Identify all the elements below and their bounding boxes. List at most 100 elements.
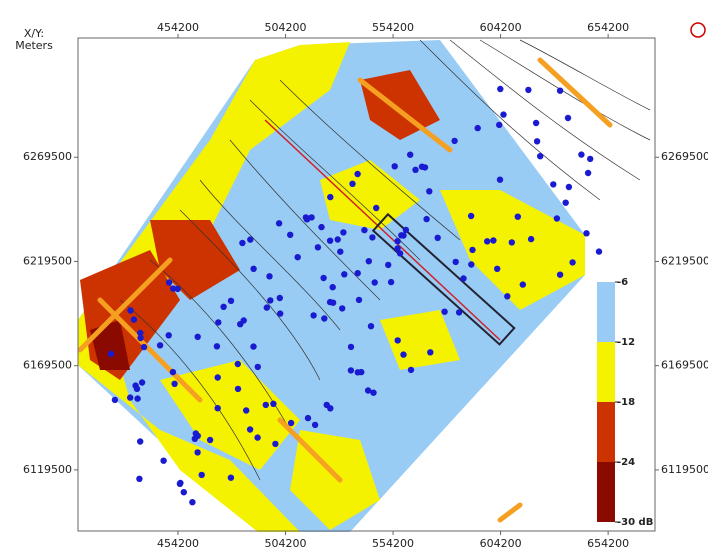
survey-point [469, 247, 475, 253]
survey-point [327, 238, 333, 244]
survey-point [372, 279, 378, 285]
survey-point [497, 86, 503, 92]
survey-point [263, 402, 269, 408]
survey-point [310, 312, 316, 318]
survey-point [215, 405, 221, 411]
survey-point [247, 236, 253, 242]
x-tick-label: 654200 [587, 537, 629, 550]
survey-point [160, 458, 166, 464]
survey-point [277, 310, 283, 316]
survey-point [550, 181, 556, 187]
map-view: X/Y: Meters -6-12-18-24-30 [0, 0, 708, 553]
survey-point [468, 261, 474, 267]
survey-point [361, 227, 367, 233]
survey-point [270, 401, 276, 407]
survey-point [136, 476, 142, 482]
survey-point [193, 430, 199, 436]
survey-point [557, 88, 563, 94]
axis-label: Meters [15, 39, 53, 52]
survey-point [585, 170, 591, 176]
survey-point [134, 395, 140, 401]
survey-point [373, 205, 379, 211]
survey-point [355, 369, 361, 375]
survey-point [157, 342, 163, 348]
survey-point [127, 307, 133, 313]
colorbar-segment [597, 282, 615, 342]
survey-point [195, 334, 201, 340]
survey-point [239, 240, 245, 246]
survey-point [525, 87, 531, 93]
survey-point [312, 422, 318, 428]
survey-point [392, 163, 398, 169]
survey-point [215, 319, 221, 325]
y-tick-label: 6169500 [661, 359, 708, 372]
x-tick-label: 504200 [265, 537, 307, 550]
survey-point [427, 349, 433, 355]
survey-point [235, 361, 241, 367]
y-tick-label: 6219500 [661, 254, 708, 267]
survey-point [255, 364, 261, 370]
survey-point [423, 216, 429, 222]
survey-point [578, 151, 584, 157]
survey-point [554, 215, 560, 221]
survey-point [250, 266, 256, 272]
colorbar-segment [597, 462, 615, 522]
survey-point [426, 188, 432, 194]
survey-point [398, 232, 404, 238]
survey-point [170, 285, 176, 291]
survey-point [247, 426, 253, 432]
survey-point [453, 259, 459, 265]
survey-point [596, 248, 602, 254]
survey-point [408, 367, 414, 373]
survey-point [340, 229, 346, 235]
survey-point [528, 236, 534, 242]
survey-point [366, 258, 372, 264]
survey-point [137, 438, 143, 444]
survey-point [412, 167, 418, 173]
survey-point [451, 138, 457, 144]
survey-point [355, 270, 361, 276]
survey-point [369, 234, 375, 240]
survey-point [215, 374, 221, 380]
survey-point [563, 200, 569, 206]
x-tick-label: 604200 [480, 21, 522, 34]
y-tick-label: 6119500 [23, 463, 72, 476]
survey-point [166, 332, 172, 338]
survey-point [214, 343, 220, 349]
survey-point [170, 369, 176, 375]
colorbar-segment [597, 402, 615, 462]
survey-point [272, 441, 278, 447]
survey-point [341, 271, 347, 277]
colorbar-label: -6 [617, 277, 628, 288]
survey-point [320, 275, 326, 281]
x-tick-label: 454200 [157, 21, 199, 34]
colorbar-label: -12 [617, 337, 635, 348]
survey-point [166, 279, 172, 285]
survey-point [181, 489, 187, 495]
survey-point [407, 152, 413, 158]
survey-point [587, 156, 593, 162]
survey-point [400, 351, 406, 357]
survey-point [132, 382, 138, 388]
survey-point [108, 351, 114, 357]
survey-point [509, 239, 515, 245]
survey-point [468, 213, 474, 219]
survey-point [277, 295, 283, 301]
survey-point [287, 232, 293, 238]
survey-point [254, 434, 260, 440]
survey-point [127, 394, 133, 400]
y-tick-label: 6269500 [661, 150, 708, 163]
survey-point [354, 171, 360, 177]
survey-point [250, 343, 256, 349]
survey-point [533, 120, 539, 126]
survey-point [235, 386, 241, 392]
survey-point [583, 230, 589, 236]
y-tick-label: 6269500 [23, 150, 72, 163]
survey-point [348, 367, 354, 373]
survey-point [566, 184, 572, 190]
survey-point [141, 344, 147, 350]
colorbar-segment [597, 342, 615, 402]
survey-point [228, 298, 234, 304]
survey-point [494, 266, 500, 272]
survey-point [395, 337, 401, 343]
